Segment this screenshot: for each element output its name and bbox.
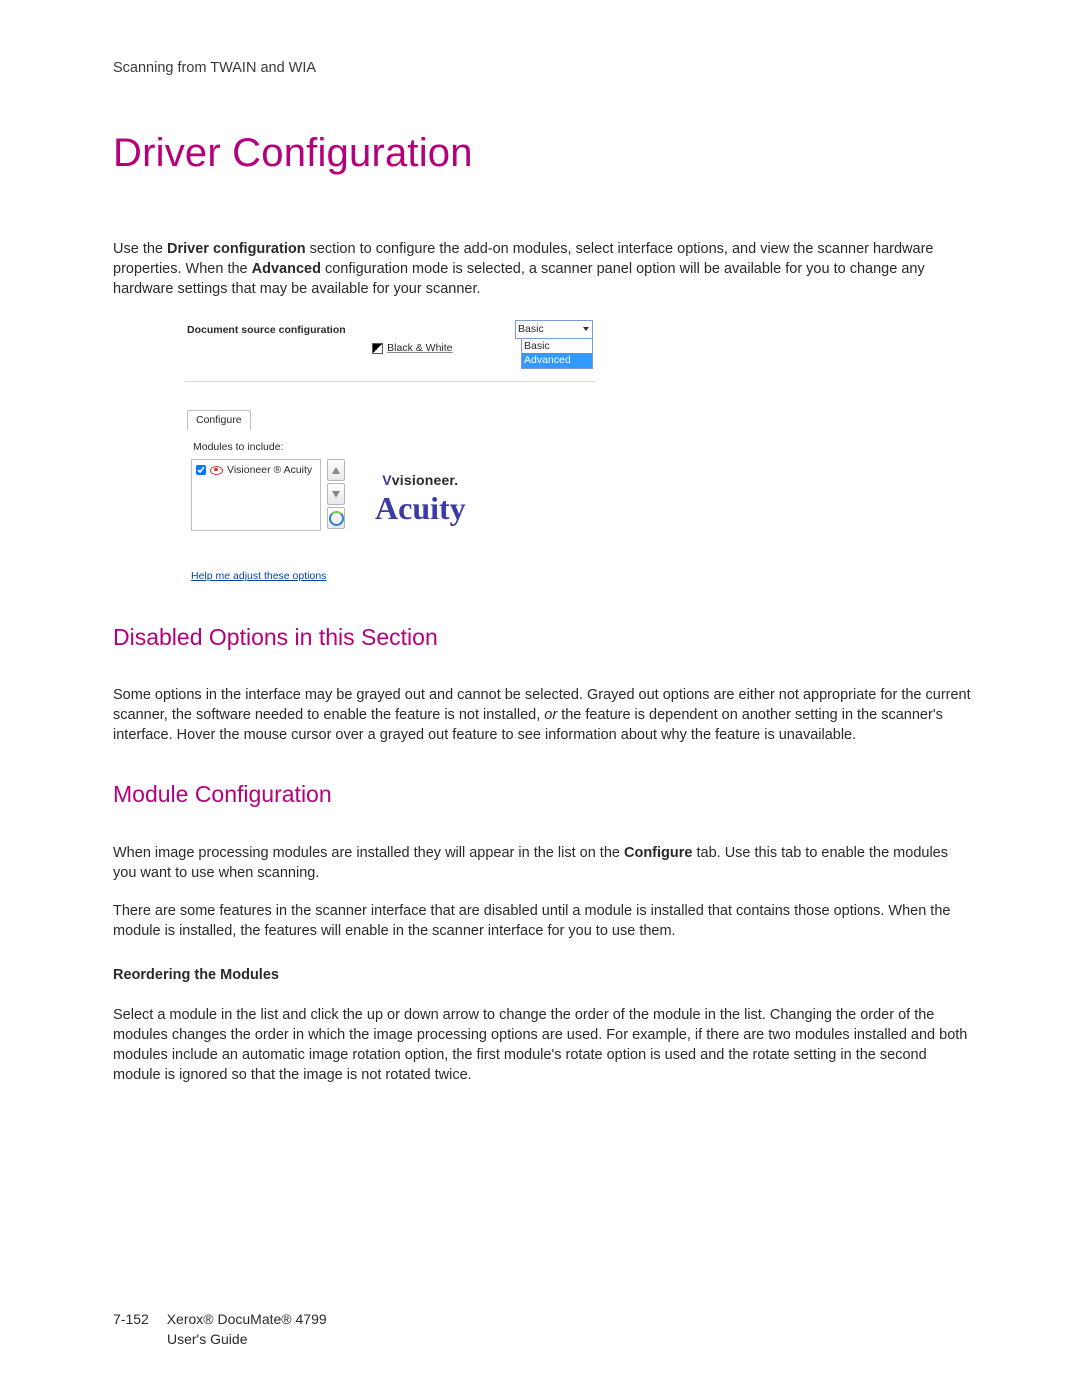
dropdown-selected[interactable]: Basic bbox=[515, 320, 593, 338]
dropdown-selected-label: Basic bbox=[518, 323, 544, 335]
chevron-down-icon bbox=[583, 327, 589, 331]
panel-body: Modules to include: Visioneer ® Acuity bbox=[187, 428, 593, 588]
visioneer-wordmark: Vvisioneer. bbox=[375, 471, 466, 490]
section-heading-module: Module Configuration bbox=[113, 779, 973, 811]
footer-subtitle: User's Guide bbox=[167, 1330, 327, 1349]
page-number: 7-152 bbox=[113, 1310, 149, 1329]
acuity-wordmark: Acuity bbox=[375, 492, 466, 524]
intro-paragraph: Use the Driver configuration section to … bbox=[113, 239, 973, 299]
color-mode-indicator[interactable]: Black & White bbox=[372, 341, 452, 355]
help-link[interactable]: Help me adjust these options bbox=[191, 570, 326, 582]
module-order-buttons bbox=[327, 459, 345, 529]
bw-swatch-icon bbox=[372, 343, 383, 354]
mock-top-row: Document source configuration Black & Wh… bbox=[185, 319, 595, 381]
module-p3: Select a module in the list and click th… bbox=[113, 1005, 973, 1085]
modules-listbox[interactable]: Visioneer ® Acuity bbox=[191, 459, 321, 531]
arrow-down-icon bbox=[332, 491, 340, 498]
refresh-icon bbox=[329, 511, 344, 526]
text: When image processing modules are instal… bbox=[113, 845, 624, 861]
module-item-label: Visioneer ® Acuity bbox=[227, 463, 312, 477]
help-link-row: Help me adjust these options bbox=[191, 569, 589, 583]
doc-source-title: Document source configuration bbox=[187, 323, 346, 337]
arrow-up-icon bbox=[332, 467, 340, 474]
module-checkbox[interactable] bbox=[196, 465, 206, 475]
modules-label: Modules to include: bbox=[193, 440, 589, 454]
visioneer-acuity-logo: Vvisioneer. Acuity bbox=[375, 471, 466, 524]
tab-configure[interactable]: Configure bbox=[187, 410, 251, 430]
dropdown-option-basic[interactable]: Basic bbox=[522, 339, 592, 353]
driver-config-screenshot: Document source configuration Black & Wh… bbox=[185, 319, 595, 587]
config-mode-dropdown[interactable]: Basic Basic Advanced bbox=[515, 320, 593, 368]
configure-panel: Configure Modules to include: Visioneer … bbox=[185, 410, 595, 588]
product-name: Xerox® DocuMate® 4799 bbox=[167, 1311, 327, 1327]
tab-strip: Configure bbox=[187, 410, 593, 428]
page-title: Driver Configuration bbox=[113, 126, 973, 181]
visioneer-text: visioneer. bbox=[392, 472, 459, 488]
text-bold: Configure bbox=[624, 845, 692, 861]
text-bold: Driver configuration bbox=[167, 241, 306, 257]
module-p2: There are some features in the scanner i… bbox=[113, 901, 973, 941]
modules-row: Visioneer ® Acuity Vvisioneer. Acuity bbox=[191, 459, 589, 531]
text-italic: or bbox=[544, 707, 557, 723]
disabled-paragraph: Some options in the interface may be gra… bbox=[113, 685, 973, 745]
module-item[interactable]: Visioneer ® Acuity bbox=[196, 463, 316, 477]
dropdown-list[interactable]: Basic Advanced bbox=[521, 339, 593, 369]
dropdown-option-advanced[interactable]: Advanced bbox=[522, 353, 592, 367]
page: Scanning from TWAIN and WIA Driver Confi… bbox=[0, 0, 1080, 1397]
eye-icon bbox=[210, 466, 223, 475]
move-up-button[interactable] bbox=[327, 459, 345, 481]
page-footer: 7-152 Xerox® DocuMate® 4799 User's Guide bbox=[113, 1310, 327, 1349]
text-bold: Advanced bbox=[252, 261, 321, 277]
color-mode-label: Black & White bbox=[387, 341, 452, 355]
reordering-subhead: Reordering the Modules bbox=[113, 965, 973, 985]
module-p1: When image processing modules are instal… bbox=[113, 843, 973, 883]
move-down-button[interactable] bbox=[327, 483, 345, 505]
text: Use the bbox=[113, 241, 167, 257]
running-head: Scanning from TWAIN and WIA bbox=[113, 58, 973, 78]
refresh-button[interactable] bbox=[327, 507, 345, 529]
section-heading-disabled: Disabled Options in this Section bbox=[113, 622, 973, 654]
